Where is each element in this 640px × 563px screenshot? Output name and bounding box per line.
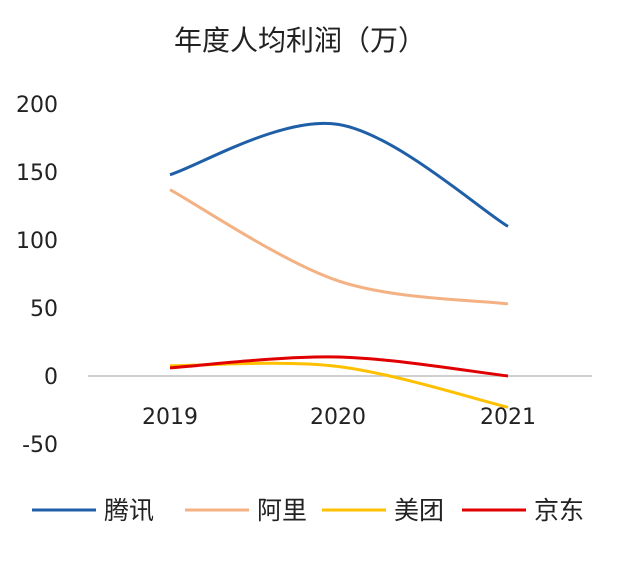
- series-line-京东: [169, 355, 509, 378]
- y-tick-label: 0: [44, 365, 58, 390]
- y-tick-label: 100: [16, 229, 58, 254]
- x-tick-label: 2019: [142, 405, 198, 430]
- series-line-阿里: [169, 188, 509, 306]
- legend-item: 阿里: [185, 496, 307, 525]
- legend-item: 美团: [322, 496, 444, 525]
- legend-label: 美团: [394, 496, 444, 525]
- y-tick-label: -50: [22, 433, 58, 458]
- chart-title: 年度人均利润（万）: [174, 24, 426, 57]
- x-tick-label: 2020: [310, 405, 366, 430]
- legend-label: 腾讯: [104, 496, 154, 525]
- y-tick-label: 50: [30, 297, 58, 322]
- series-line-腾讯: [169, 121, 509, 228]
- legend-item: 腾讯: [32, 496, 154, 525]
- y-tick-label: 150: [16, 161, 58, 186]
- legend-label: 阿里: [257, 496, 307, 525]
- x-tick-label: 2021: [480, 405, 536, 430]
- legend-label: 京东: [534, 496, 584, 525]
- y-tick-label: 200: [16, 93, 58, 118]
- legend-item: 京东: [462, 496, 584, 525]
